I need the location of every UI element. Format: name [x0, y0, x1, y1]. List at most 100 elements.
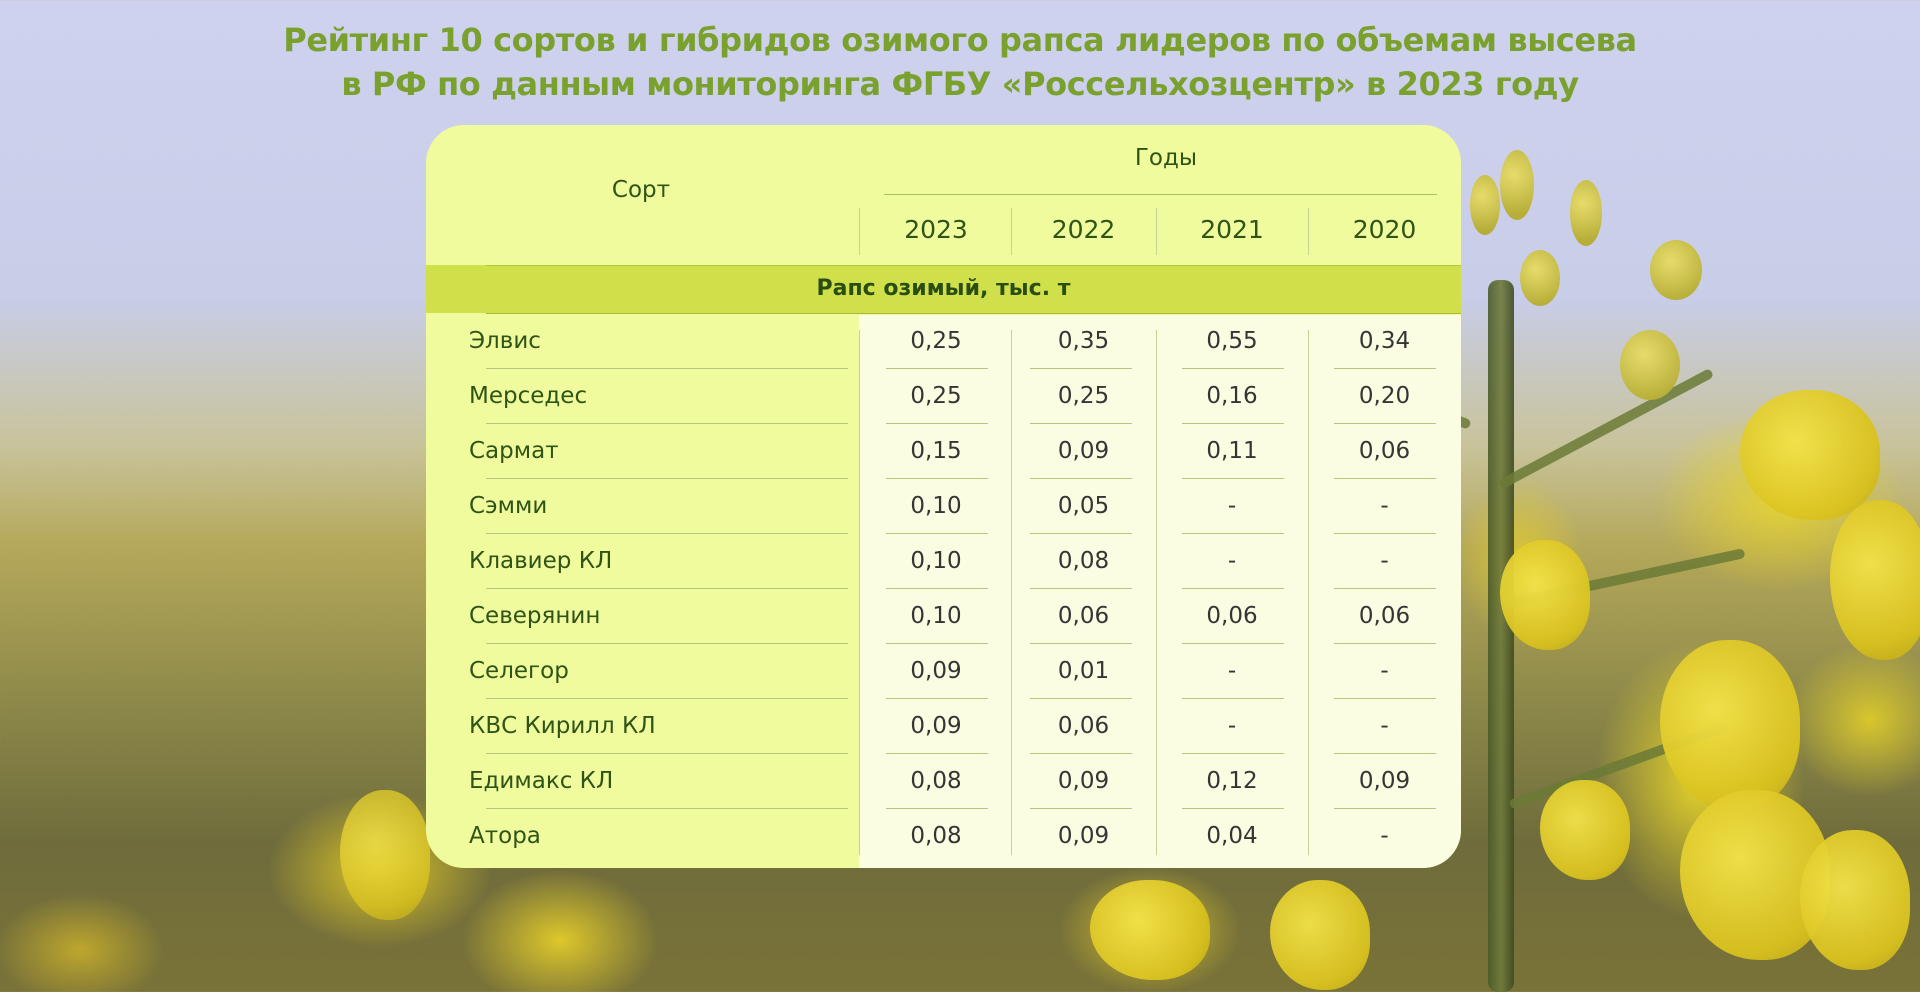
variety-name: Селегор — [469, 658, 569, 684]
variety-name: Сэмми — [469, 493, 548, 519]
value-2023: 0,15 — [910, 438, 962, 464]
value-2021: - — [1227, 493, 1237, 519]
column-divider — [1308, 208, 1309, 255]
ranking-table: Сорт Годы 2023 2022 2021 2020 Рапс озимы… — [426, 125, 1461, 868]
variety-name: КВС Кирилл КЛ — [469, 713, 656, 739]
value-2020: 0,06 — [1358, 438, 1411, 464]
row-divider — [1334, 478, 1436, 479]
row-divider — [486, 533, 848, 534]
value-2023: 0,25 — [910, 328, 962, 354]
row-divider — [486, 478, 848, 479]
row-divider — [486, 808, 848, 809]
section-band-bottom-line — [486, 313, 1461, 314]
variety-name: Элвис — [469, 328, 541, 354]
column-header-year: 2022 — [1051, 215, 1116, 244]
row-divider — [1182, 698, 1284, 699]
value-2022: 0,25 — [1057, 383, 1110, 409]
section-label: Рапс озимый, тыс. т — [816, 276, 1071, 301]
title-line-1: Рейтинг 10 сортов и гибридов озимого рап… — [283, 21, 1637, 59]
value-2021: 0,55 — [1206, 328, 1258, 354]
flower-bud — [1520, 250, 1560, 306]
value-2022: 0,06 — [1057, 603, 1110, 629]
section-band — [426, 265, 1461, 313]
table-row: Сармат 0,15 0,09 0,11 0,06 — [426, 424, 1461, 479]
flower-petal — [1830, 500, 1920, 660]
flower-bud — [1650, 240, 1702, 300]
value-2021: 0,04 — [1206, 823, 1258, 849]
title-line-2: в РФ по данным мониторинга ФГБУ «Россель… — [341, 65, 1579, 103]
row-divider — [886, 698, 988, 699]
flower-petal — [1500, 540, 1590, 650]
row-divider — [486, 698, 848, 699]
value-2020: 0,20 — [1358, 383, 1411, 409]
table-row: Селегор 0,09 0,01 - - — [426, 644, 1461, 699]
column-divider — [1156, 330, 1157, 855]
row-divider — [1030, 588, 1132, 589]
value-2022: 0,09 — [1057, 438, 1110, 464]
flower-petal — [1270, 880, 1370, 990]
table-row: Северянин 0,10 0,06 0,06 0,06 — [426, 589, 1461, 644]
value-2022: 0,35 — [1057, 328, 1110, 354]
flower-petal — [1740, 390, 1880, 520]
value-2020: - — [1380, 658, 1389, 684]
row-divider — [1334, 588, 1436, 589]
column-divider — [1011, 330, 1012, 855]
flower-petal — [1090, 880, 1210, 980]
table-row: Мерседес 0,25 0,25 0,16 0,20 — [426, 369, 1461, 424]
value-2023: 0,10 — [910, 493, 962, 519]
value-2021: 0,11 — [1206, 438, 1258, 464]
plant-branch — [1497, 367, 1715, 490]
value-2023: 0,09 — [910, 713, 962, 739]
row-divider — [1182, 753, 1284, 754]
value-2023: 0,10 — [910, 548, 962, 574]
row-divider — [1334, 753, 1436, 754]
value-2023: 0,09 — [910, 658, 962, 684]
row-divider — [1182, 368, 1284, 369]
column-header-variety: Сорт — [611, 177, 671, 203]
row-divider — [1030, 643, 1132, 644]
column-divider — [859, 208, 860, 255]
value-2022: 0,06 — [1057, 713, 1110, 739]
value-2022: 0,09 — [1057, 823, 1110, 849]
column-header-years-group: Годы — [1134, 145, 1198, 171]
table-row: Клавиер КЛ 0,10 0,08 - - — [426, 534, 1461, 589]
column-divider — [1308, 330, 1309, 855]
row-divider — [1334, 423, 1436, 424]
row-divider — [1182, 478, 1284, 479]
row-divider — [486, 368, 848, 369]
value-2020: - — [1380, 493, 1389, 519]
row-divider — [1030, 753, 1132, 754]
value-2021: 0,16 — [1206, 383, 1258, 409]
value-2023: 0,08 — [910, 768, 962, 794]
row-divider — [886, 478, 988, 479]
row-divider — [1182, 808, 1284, 809]
variety-name: Клавиер КЛ — [469, 548, 613, 574]
row-divider — [886, 368, 988, 369]
value-2020: - — [1380, 823, 1389, 849]
row-divider — [1182, 533, 1284, 534]
value-2020: - — [1380, 548, 1389, 574]
table-row: Сэмми 0,10 0,05 - - — [426, 479, 1461, 534]
column-divider — [859, 330, 860, 855]
row-divider — [1182, 643, 1284, 644]
value-2021: - — [1227, 658, 1237, 684]
column-header-year: 2021 — [1200, 215, 1264, 244]
table-row: Элвис 0,25 0,35 0,55 0,34 — [426, 314, 1461, 369]
value-2022: 0,05 — [1057, 493, 1110, 519]
row-divider — [486, 588, 848, 589]
column-divider — [1011, 208, 1012, 255]
row-divider — [486, 643, 848, 644]
flower-bud — [1570, 180, 1602, 246]
column-header-year: 2023 — [904, 215, 968, 244]
value-2021: - — [1227, 713, 1237, 739]
table-row: Атора 0,08 0,09 0,04 - — [426, 809, 1461, 864]
row-divider — [886, 753, 988, 754]
flower-petal — [1660, 640, 1800, 810]
value-2022: 0,09 — [1057, 768, 1110, 794]
row-divider — [1030, 423, 1132, 424]
variety-name: Мерседес — [469, 383, 588, 409]
flower-bud — [1620, 330, 1680, 400]
row-divider — [886, 643, 988, 644]
value-2020: 0,06 — [1358, 603, 1411, 629]
flower-petal — [340, 790, 430, 920]
